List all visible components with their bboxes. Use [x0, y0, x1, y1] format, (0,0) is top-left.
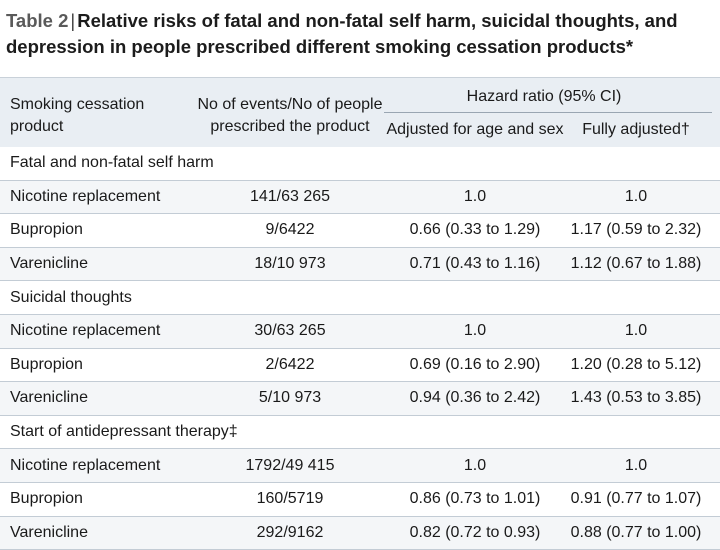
cell-adjusted: 0.69 (0.16 to 2.90) — [409, 355, 541, 373]
caption-separator: | — [70, 10, 76, 31]
cell-events: 30/63 265 — [254, 322, 326, 340]
section-title: Start of antidepressant therapy‡ — [10, 423, 238, 441]
table-row: Bupropion 2/6422 0.69 (0.16 to 2.90) 1.2… — [0, 349, 720, 383]
table-row: Bupropion 9/6422 0.66 (0.33 to 1.29) 1.1… — [0, 214, 720, 248]
header-fully-adjusted: Fully adjusted† — [582, 121, 690, 138]
table-number: 2 — [58, 10, 69, 31]
table-row: Nicotine replacement 141/63 265 1.0 1.0 — [0, 180, 720, 215]
cell-product: Varenicline — [10, 389, 88, 407]
table-row: Varenicline 5/10 973 0.94 (0.36 to 2.42)… — [0, 382, 720, 416]
cell-events: 141/63 265 — [249, 187, 331, 205]
cell-fully-adjusted: 0.91 (0.77 to 1.07) — [570, 490, 702, 508]
cell-events: 160/5719 — [256, 490, 324, 508]
header-group-rule — [384, 112, 712, 113]
table-row: Bupropion 160/5719 0.86 (0.73 to 1.01) 0… — [0, 483, 720, 517]
cell-fully-adjusted: 1.43 (0.53 to 3.85) — [570, 389, 702, 407]
section-title: Fatal and non-fatal self harm — [10, 154, 214, 172]
cell-product: Bupropion — [10, 490, 83, 508]
section-row: Start of antidepressant therapy‡ — [0, 415, 720, 450]
cell-fully-adjusted: 1.17 (0.59 to 2.32) — [570, 221, 702, 239]
table-label: Table — [6, 10, 53, 31]
table-body: Fatal and non-fatal self harm Nicotine r… — [0, 147, 720, 550]
cell-adjusted: 0.86 (0.73 to 1.01) — [409, 490, 541, 508]
cell-adjusted: 1.0 — [463, 322, 487, 340]
section-title: Suicidal thoughts — [10, 288, 132, 306]
table-row: Varenicline 292/9162 0.82 (0.72 to 0.93)… — [0, 516, 720, 550]
section-row: Fatal and non-fatal self harm — [0, 147, 720, 181]
table-row: Varenicline 18/10 973 0.71 (0.43 to 1.16… — [0, 247, 720, 282]
cell-events: 292/9162 — [256, 523, 324, 541]
header-hazard-ratio-group: Hazard ratio (95% CI) — [466, 88, 622, 105]
cell-adjusted: 0.94 (0.36 to 2.42) — [409, 389, 541, 407]
cell-adjusted: 0.71 (0.43 to 1.16) — [409, 255, 541, 273]
header-product: Smoking cessation product — [10, 96, 145, 135]
cell-product: Varenicline — [10, 255, 88, 273]
cell-fully-adjusted: 1.20 (0.28 to 5.12) — [570, 355, 702, 373]
cell-adjusted: 0.66 (0.33 to 1.29) — [409, 221, 541, 239]
cell-product: Varenicline — [10, 523, 88, 541]
cell-events: 1792/49 415 — [245, 456, 335, 474]
cell-product: Nicotine replacement — [10, 322, 161, 340]
cell-product: Bupropion — [10, 221, 83, 239]
cell-product: Bupropion — [10, 355, 83, 373]
cell-fully-adjusted: 1.12 (0.67 to 1.88) — [570, 255, 702, 273]
data-table: Smoking cessation product No of events/N… — [0, 77, 720, 550]
table-row: Nicotine replacement 1792/49 415 1.0 1.0 — [0, 449, 720, 483]
header-events: No of events/No of people prescribed the… — [197, 96, 383, 135]
cell-product: Nicotine replacement — [10, 456, 161, 474]
cell-fully-adjusted: 1.0 — [624, 322, 648, 340]
cell-product: Nicotine replacement — [10, 187, 161, 205]
table-row: Nicotine replacement 30/63 265 1.0 1.0 — [0, 314, 720, 349]
table-caption: Table 2 | Relative risks of fatal and non-… — [6, 8, 714, 60]
header-adjusted-age-sex: Adjusted for age and sex — [386, 121, 564, 138]
cell-adjusted: 1.0 — [463, 187, 487, 205]
cell-fully-adjusted: 1.0 — [624, 456, 648, 474]
cell-events: 5/10 973 — [258, 389, 322, 407]
cell-events: 2/6422 — [265, 355, 315, 373]
cell-events: 9/6422 — [265, 221, 315, 239]
cell-events: 18/10 973 — [254, 255, 326, 273]
cell-adjusted: 1.0 — [463, 456, 487, 474]
section-row: Suicidal thoughts — [0, 281, 720, 315]
cell-fully-adjusted: 0.88 (0.77 to 1.00) — [570, 523, 702, 541]
cell-fully-adjusted: 1.0 — [624, 187, 648, 205]
table-title: Relative risks of fatal and non-fatal se… — [6, 10, 678, 57]
cell-adjusted: 0.82 (0.72 to 0.93) — [409, 523, 541, 541]
table-header: Smoking cessation product No of events/N… — [0, 77, 720, 148]
